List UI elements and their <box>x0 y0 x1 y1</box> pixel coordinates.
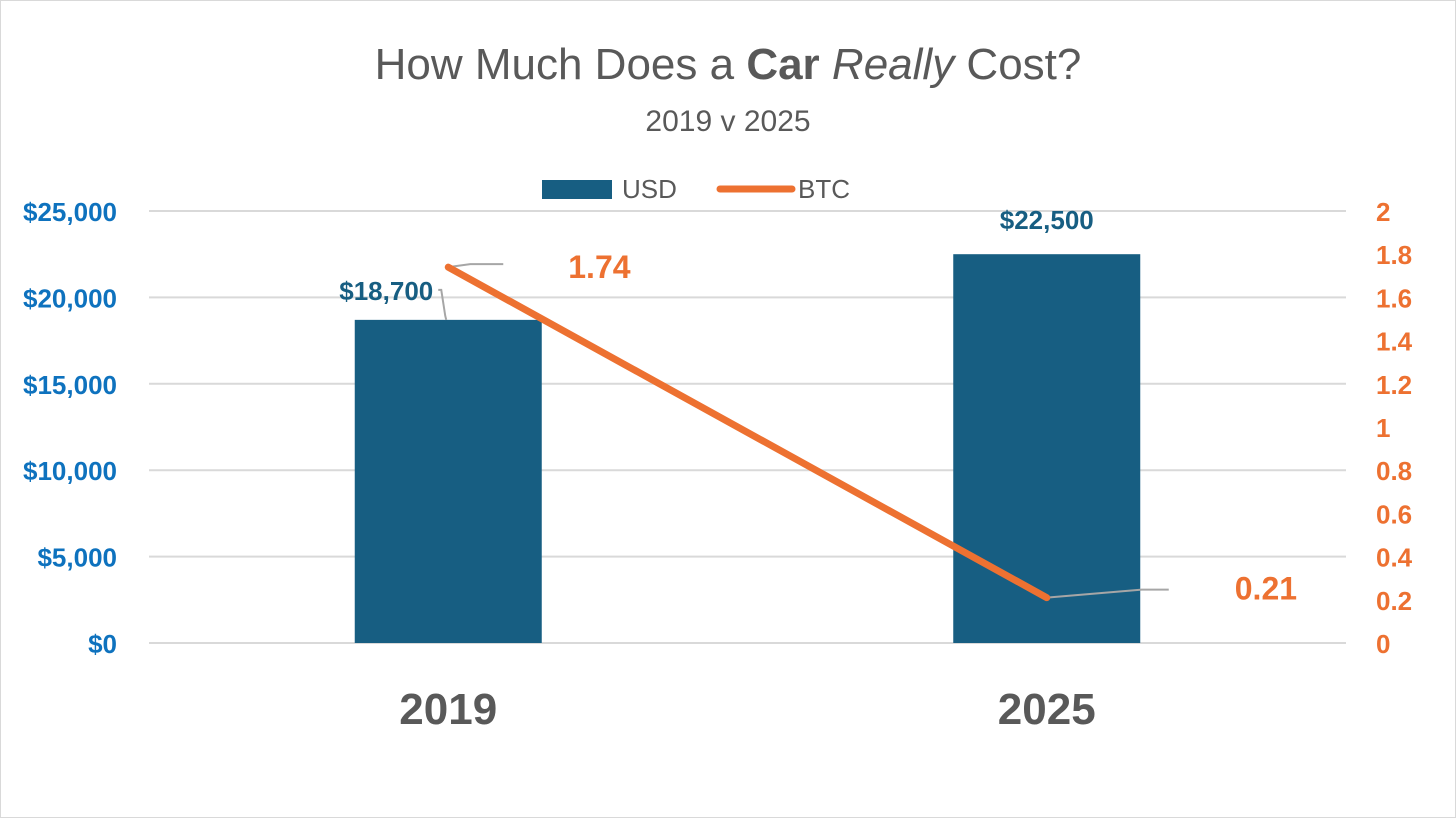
right-axis: 0 0.2 0.4 0.6 0.8 1 1.2 1.4 1.6 1.8 2 <box>1376 197 1413 659</box>
usd-label-leader <box>438 288 448 321</box>
right-tick-label: 2 <box>1376 197 1390 227</box>
label-leaders <box>438 263 1169 599</box>
title-part-4: Cost? <box>954 40 1081 89</box>
title-part-2 <box>820 40 832 89</box>
chart-subtitle: 2019 v 2025 <box>645 105 810 138</box>
right-tick-label: 1.6 <box>1376 283 1412 313</box>
data-labels: $18,700 $22,500 1.74 0.21 <box>339 205 1297 606</box>
category-label: 2025 <box>998 685 1096 734</box>
btc-series-line <box>444 263 1051 602</box>
right-tick-label: 1 <box>1376 413 1390 443</box>
chart-title: How Much Does a Car Really Cost? <box>375 40 1082 89</box>
usd-bars <box>354 254 1141 643</box>
legend: USD BTC <box>542 174 850 204</box>
usd-data-label: $22,500 <box>1000 205 1094 235</box>
left-tick-label: $25,000 <box>23 197 117 227</box>
btc-data-label: 0.21 <box>1235 571 1297 607</box>
right-tick-label: 1.4 <box>1376 327 1413 357</box>
btc-line <box>444 263 1051 602</box>
right-tick-label: 1.8 <box>1376 240 1412 270</box>
left-tick-label: $5,000 <box>37 543 117 573</box>
right-tick-label: 1.2 <box>1376 370 1412 400</box>
left-tick-label: $15,000 <box>23 370 117 400</box>
left-tick-label: $20,000 <box>23 283 117 313</box>
category-axis: 2019 2025 <box>399 685 1095 734</box>
bar-usd-2025 <box>953 254 1141 643</box>
right-tick-label: 0 <box>1376 629 1390 659</box>
right-tick-label: 0.2 <box>1376 586 1412 616</box>
left-tick-label: $10,000 <box>23 456 117 486</box>
btc-data-label: 1.74 <box>568 249 630 285</box>
legend-usd-swatch <box>542 180 612 199</box>
right-tick-label: 0.4 <box>1376 543 1413 573</box>
bar-usd-2019 <box>354 319 542 643</box>
right-tick-label: 0.8 <box>1376 456 1412 486</box>
right-tick-label: 0.6 <box>1376 499 1412 529</box>
legend-usd-label: USD <box>622 174 677 204</box>
legend-btc-label: BTC <box>798 174 850 204</box>
category-label: 2019 <box>399 685 497 734</box>
usd-data-label: $18,700 <box>339 276 433 306</box>
title-part-0: How Much Does a <box>375 40 747 89</box>
btc-label-leader <box>1046 588 1169 599</box>
title-part-1: Car <box>746 40 819 89</box>
btc-label-leader <box>448 263 504 269</box>
left-axis: $0 $5,000 $10,000 $15,000 $20,000 $25,000 <box>23 197 117 659</box>
left-tick-label: $0 <box>88 629 117 659</box>
title-part-3: Really <box>832 40 957 89</box>
gridlines <box>149 210 1346 644</box>
